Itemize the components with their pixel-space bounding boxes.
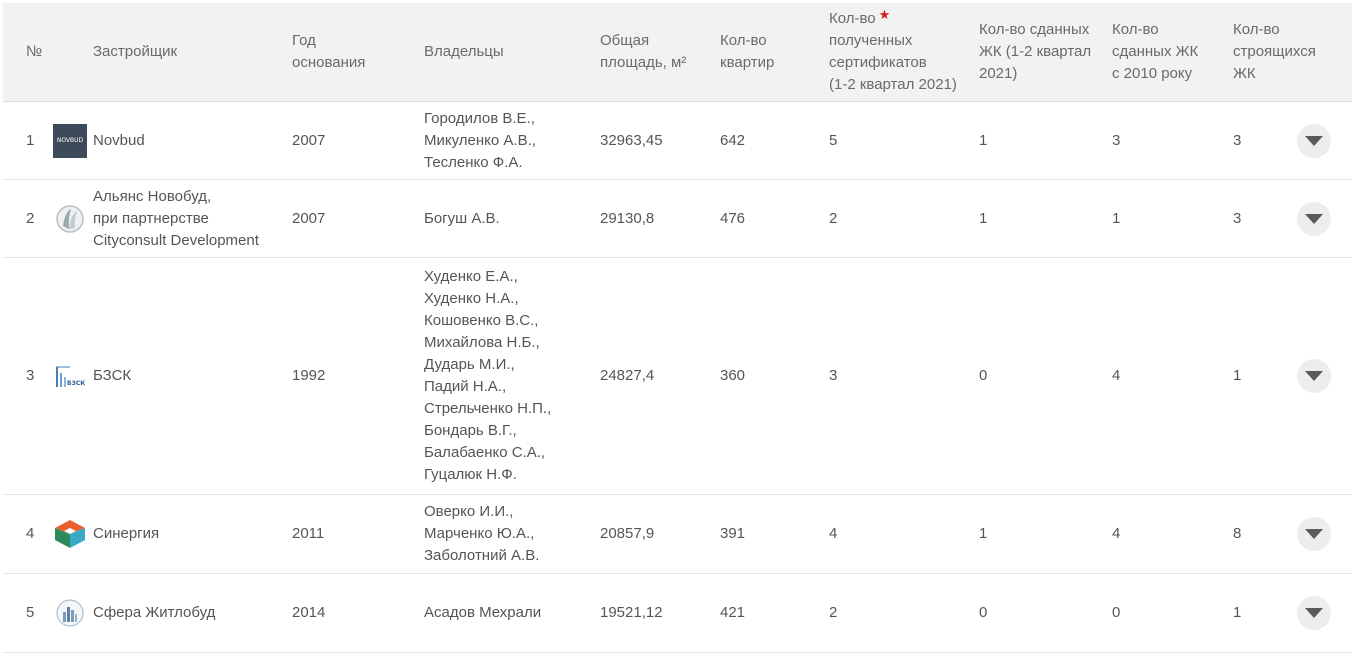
owners-list: Городилов В.Е., Микуленко А.В., Тесленко… [424,109,536,171]
building-count: 1 [1233,604,1242,621]
expand-row-button[interactable] [1297,517,1331,551]
developer-name[interactable]: Синергия [93,525,160,542]
certificates-count: 3 [829,367,838,384]
header-developer: Застройщик [93,43,178,60]
delivered-2021-count: 1 [979,209,988,227]
delivered-2010-count: 0 [1112,604,1121,621]
header-delivered-2010: Кол-во сданных ЖК с 2010 року [1112,21,1199,82]
owners-list: Богуш А.В. [424,209,500,227]
header-year: Год основания [292,32,366,71]
developer-name[interactable]: Сфера Житлобуд [93,604,216,621]
delivered-2010-count: 4 [1112,367,1121,384]
expand-row-button[interactable] [1297,201,1331,236]
certificates-count: 5 [829,131,838,149]
table-row: 3 БЗСК БЗСК 1992 Худенко Е.А., Худенко Н… [3,258,1352,495]
expand-row-button[interactable] [1297,123,1331,158]
chevron-down-icon [1305,213,1323,224]
header-area: Общая площадь, м² [600,32,687,71]
required-star-icon: ★ [878,7,891,22]
expand-row-button[interactable] [1297,359,1331,393]
delivered-2021-count: 0 [979,367,988,384]
developer-name[interactable]: Альянс Новобуд, при партнерстве Citycons… [93,187,259,249]
founded-year: 1992 [292,367,326,384]
building-count: 3 [1233,131,1242,149]
founded-year: 2011 [292,525,325,542]
founded-year: 2014 [292,604,326,621]
certificates-count: 2 [829,209,838,227]
total-area: 24827,4 [600,367,655,384]
header-building: Кол-во строящихся ЖК [1233,21,1316,82]
apartments-count: 476 [720,209,746,227]
chevron-down-icon [1305,135,1323,146]
total-area: 20857,9 [600,525,655,542]
chevron-down-icon [1305,371,1323,381]
owners-list: Асадов Мехрали [424,604,542,621]
synergy-logo-icon [53,517,87,551]
row-num: 3 [26,367,35,384]
sfera-zhytlobud-logo-icon [53,596,87,630]
header-delivered-2021: Кол-во сданных ЖК (1-2 квартал 2021) [979,21,1092,82]
apartments-count: 421 [720,604,746,621]
apartments-count: 360 [720,367,746,384]
certificates-count: 2 [829,604,838,621]
row-num: 5 [26,604,35,621]
developer-name[interactable]: БЗСК [93,367,132,384]
expand-row-button[interactable] [1297,596,1331,630]
total-area: 19521,12 [600,604,663,621]
bzsk-logo-icon: БЗСК [53,359,87,393]
table-row: 2 Альянс Новобуд, при партнерстве Cityco… [3,180,1352,258]
header-num: № [26,43,43,60]
total-area: 29130,8 [600,209,655,227]
delivered-2021-count: 0 [979,604,988,621]
building-count: 8 [1233,525,1242,542]
chevron-down-icon [1305,608,1323,618]
table-row: 5 Сфера Житлобуд 2014 Асадов Мехрали 195… [3,574,1352,653]
table-row: 4 Синергия 2011 Оверко И.И., Марченко Ю.… [3,495,1352,574]
owners-list: Оверко И.И., Марченко Ю.А., Заболотний А… [424,503,540,564]
table-row: 1 NOVBUD Novbud 2007 Городилов В.Е., Мик… [3,102,1352,180]
developer-name[interactable]: Novbud [93,131,145,149]
developers-table: № Застройщик Год основания Владельцы Общ… [3,3,1352,653]
founded-year: 2007 [292,209,326,227]
table-header: № Застройщик Год основания Владельцы Общ… [3,3,1352,102]
header-certificates: Кол-во ★ полученных сертификатов (1-2 ква… [829,7,957,93]
alliance-novobud-logo-icon [53,202,87,236]
owners-list: Худенко Е.А., Худенко Н.А., Кошовенко В.… [424,268,552,483]
row-num: 4 [26,525,35,542]
certificates-count: 4 [829,525,838,542]
apartments-count: 391 [720,525,746,542]
founded-year: 2007 [292,131,326,149]
chevron-down-icon [1305,529,1323,539]
delivered-2021-count: 1 [979,525,988,542]
header-apartments: Кол-во квартир [720,32,775,71]
row-num: 2 [26,209,35,227]
building-count: 1 [1233,367,1242,384]
header-owners: Владельцы [424,43,504,60]
row-num: 1 [26,131,35,149]
delivered-2010-count: 3 [1112,131,1121,149]
total-area: 32963,45 [600,131,663,149]
delivered-2010-count: 4 [1112,525,1121,542]
novbud-logo-icon: NOVBUD [53,123,87,158]
delivered-2021-count: 1 [979,131,988,149]
delivered-2010-count: 1 [1112,209,1121,227]
building-count: 3 [1233,209,1242,227]
svg-text:БЗСК: БЗСК [67,380,85,387]
apartments-count: 642 [720,131,746,149]
